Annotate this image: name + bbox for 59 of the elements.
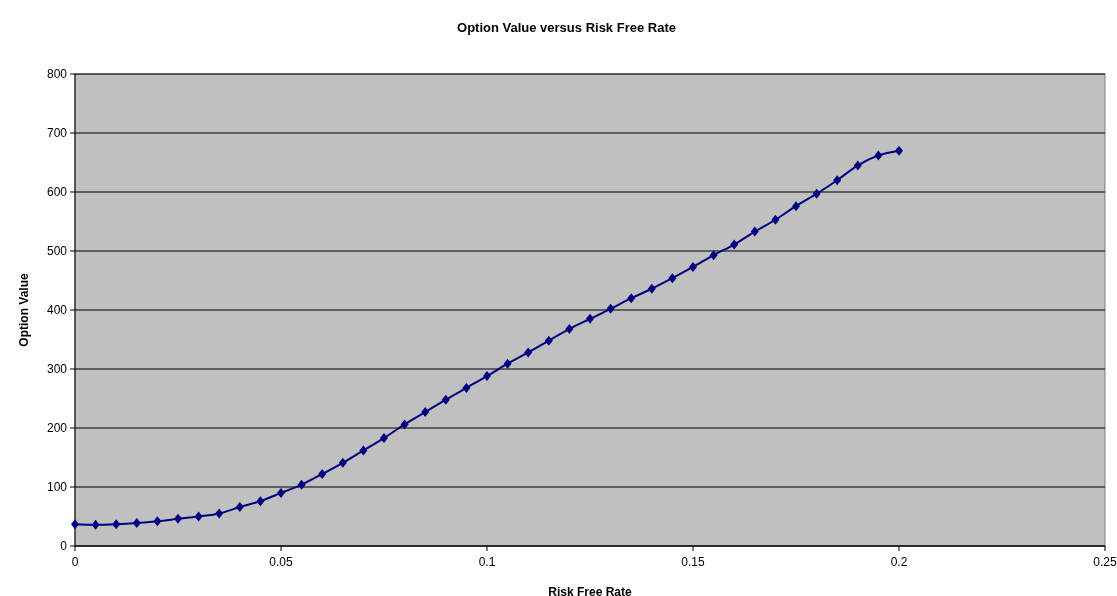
point <box>235 502 244 513</box>
point <box>524 347 533 358</box>
point <box>338 457 347 468</box>
x-tick-label: 0.1 <box>478 555 496 569</box>
point <box>544 335 553 346</box>
x-tick-label: 0 <box>71 555 79 569</box>
point <box>112 519 121 530</box>
point <box>503 358 512 369</box>
point <box>215 508 224 519</box>
y-axis-title: Option Value <box>17 273 31 347</box>
point <box>421 407 430 418</box>
point <box>441 394 450 405</box>
point <box>256 496 265 507</box>
point <box>812 188 821 199</box>
y-tick-label: 800 <box>46 67 68 82</box>
point <box>565 323 574 334</box>
point <box>647 283 656 294</box>
y-tick-label: 500 <box>46 244 68 259</box>
point <box>359 445 368 456</box>
x-tick-label: 0.05 <box>269 555 293 569</box>
point <box>730 239 739 250</box>
point <box>750 226 759 237</box>
point <box>833 175 842 186</box>
y-tick-label: 600 <box>46 185 68 200</box>
y-tick-label: 300 <box>46 362 68 377</box>
y-tick-label: 100 <box>46 480 68 495</box>
chart-title: Option Value versus Risk Free Rate <box>457 20 676 35</box>
point <box>153 516 162 527</box>
x-axis-title: Risk Free Rate <box>548 585 633 596</box>
point <box>895 145 903 156</box>
point <box>462 382 471 393</box>
x-tick-label: 0.25 <box>1093 555 1117 569</box>
point <box>71 519 79 530</box>
point <box>853 160 862 171</box>
y-tick-label: 400 <box>46 303 68 318</box>
x-tick-label: 0.2 <box>890 555 908 569</box>
point <box>400 419 409 430</box>
point <box>91 519 100 530</box>
x-tick-label: 0.15 <box>681 555 705 569</box>
point <box>771 214 780 225</box>
point <box>132 517 141 528</box>
point <box>380 433 388 444</box>
point <box>586 313 594 324</box>
point <box>689 261 697 272</box>
y-tick-label: 700 <box>46 126 68 141</box>
point <box>874 150 883 161</box>
point <box>668 273 677 284</box>
point <box>318 469 327 480</box>
point <box>194 511 203 522</box>
point <box>709 250 718 261</box>
point <box>483 371 491 382</box>
point <box>792 201 800 212</box>
point <box>277 487 285 498</box>
y-tick-label: 200 <box>46 421 68 436</box>
point <box>297 479 306 490</box>
y-tick-label: 0 <box>60 539 68 554</box>
point <box>174 513 182 524</box>
point <box>627 293 636 304</box>
point <box>606 303 615 314</box>
